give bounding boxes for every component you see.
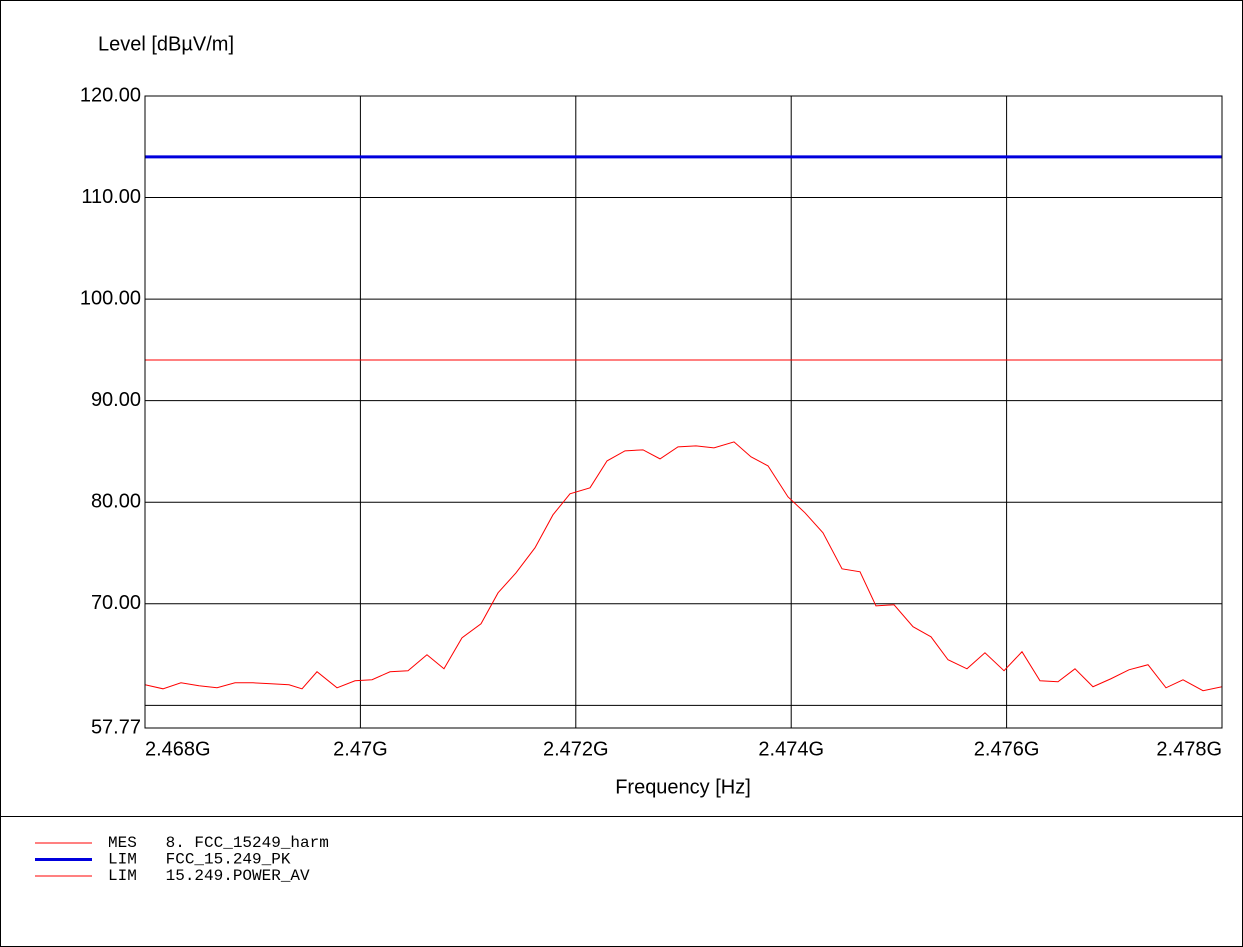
- x-tick-label: 2.476G: [974, 738, 1040, 760]
- x-tick-label: 2.474G: [758, 738, 824, 760]
- legend-label: LIM 15.249.POWER_AV: [108, 867, 310, 885]
- y-tick-label: 120.00: [80, 84, 141, 106]
- y-tick-label: 90.00: [91, 389, 141, 411]
- y-tick-label: 57.77: [91, 716, 141, 738]
- y-tick-label: 80.00: [91, 491, 141, 513]
- x-axis-label: Frequency [Hz]: [615, 776, 751, 798]
- plot-border: [144, 95, 1223, 729]
- legend-label: LIM FCC_15.249_PK: [108, 851, 291, 869]
- y-axis-label: Level [dBµV/m]: [98, 33, 234, 55]
- y-tick-label: 70.00: [91, 592, 141, 614]
- x-tick-label: 2.478G: [1156, 738, 1222, 760]
- x-tick-label: 2.47G: [333, 738, 387, 760]
- legend-label: MES 8. FCC_15249_harm: [108, 834, 329, 852]
- y-tick-label: 100.00: [80, 287, 141, 309]
- x-tick-label: 2.468G: [145, 738, 211, 760]
- y-tick-label: 110.00: [81, 186, 141, 208]
- x-tick-label: 2.472G: [543, 738, 609, 760]
- series-line: [145, 441, 1222, 692]
